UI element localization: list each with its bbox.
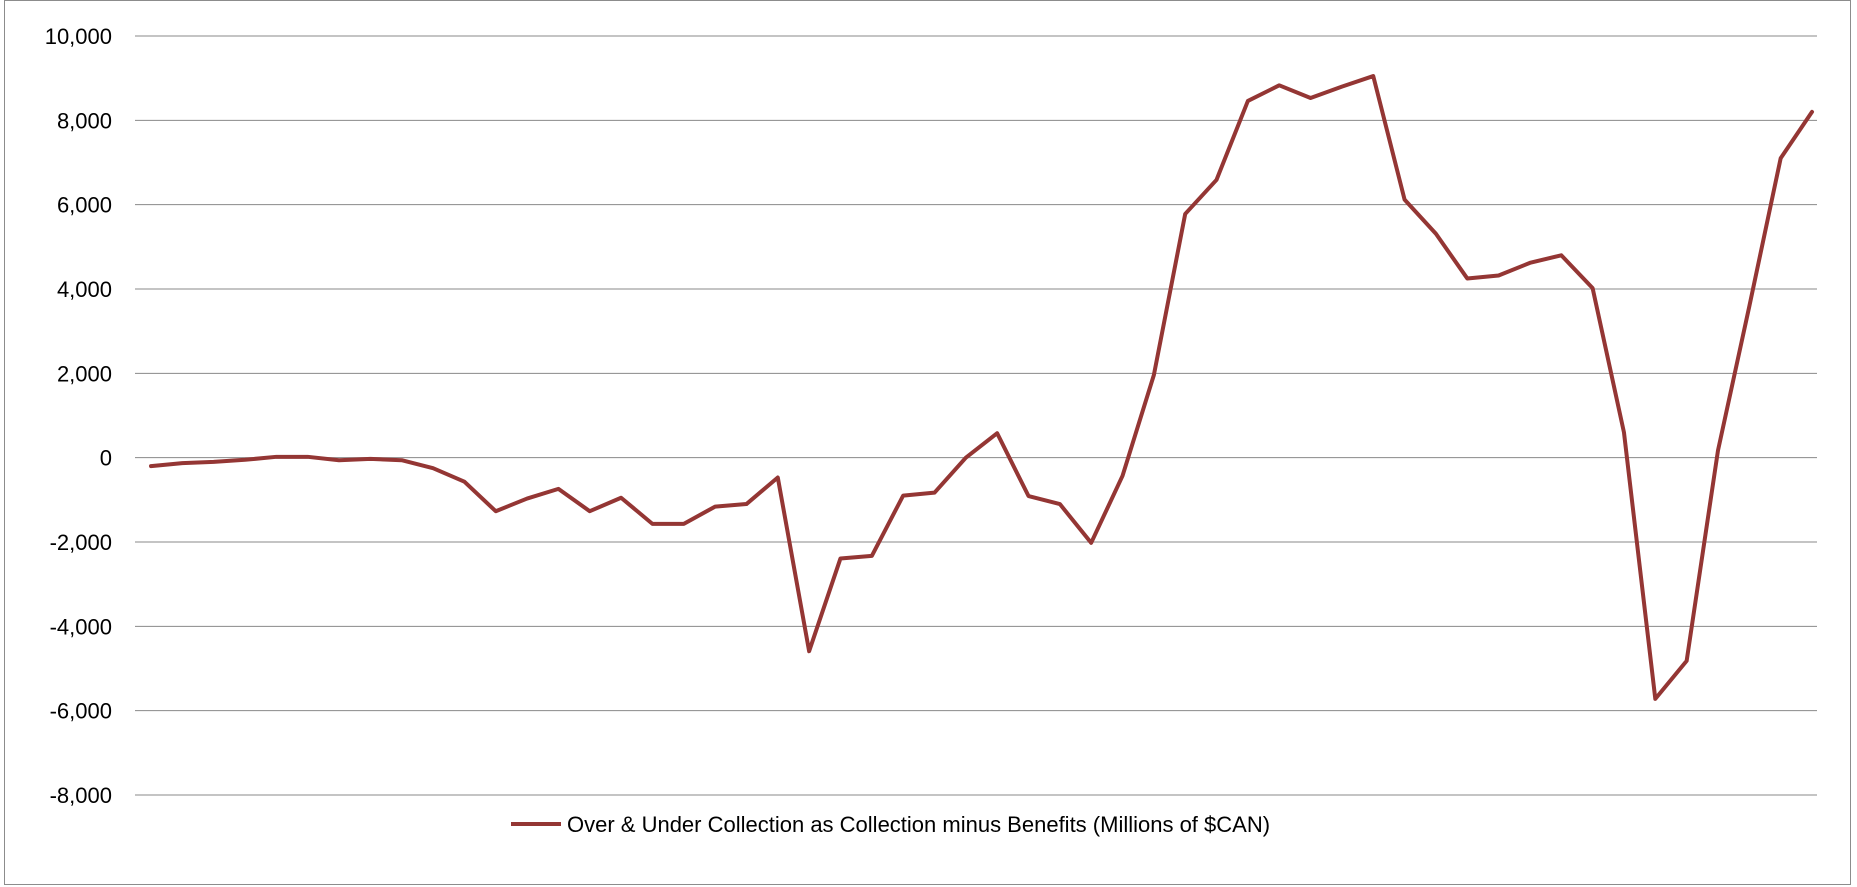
y-tick-label: -6,000 <box>50 699 112 724</box>
series-lines <box>149 74 1814 701</box>
y-tick-label: 8,000 <box>57 108 112 133</box>
y-tick-label: 4,000 <box>57 277 112 302</box>
y-tick-label: 6,000 <box>57 193 112 218</box>
y-tick-label: -2,000 <box>50 530 112 555</box>
y-tick-label: 10,000 <box>45 24 112 49</box>
y-axis-tick-labels: 10,000 8,000 6,000 4,000 2,000 0 -2,000 -4,000 -… <box>45 24 112 808</box>
series-line <box>149 74 1814 701</box>
gridlines <box>135 35 1817 796</box>
chart-frame: 10,000 8,000 6,000 4,000 2,000 0 -2,000 -4,000 -… <box>4 0 1851 885</box>
legend: Over & Under Collection as Collection mi… <box>511 812 1270 837</box>
y-tick-label: -4,000 <box>50 614 112 639</box>
y-tick-label: 2,000 <box>57 361 112 386</box>
legend-label: Over & Under Collection as Collection mi… <box>567 812 1270 837</box>
line-chart: 10,000 8,000 6,000 4,000 2,000 0 -2,000 -4,000 -… <box>45 24 1817 837</box>
y-tick-label: 0 <box>100 446 112 471</box>
y-tick-label: -8,000 <box>50 783 112 808</box>
